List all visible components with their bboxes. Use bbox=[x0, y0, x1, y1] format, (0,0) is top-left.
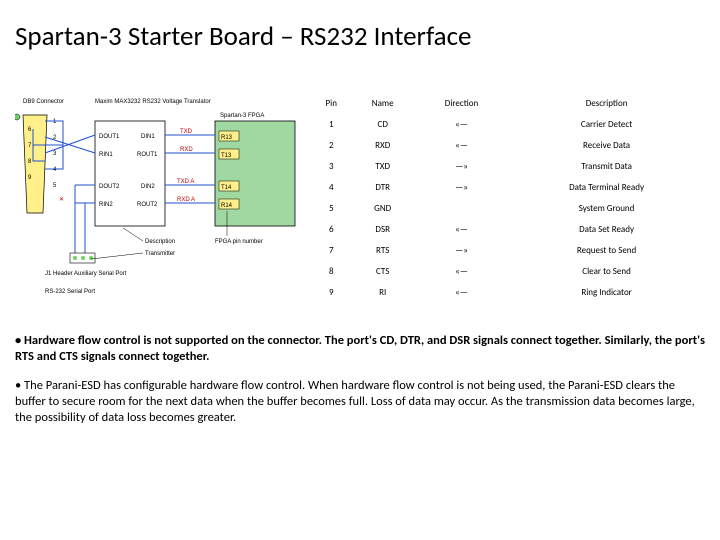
svg-text:ROUT1: ROUT1 bbox=[137, 152, 158, 158]
table-header-row: Pin Name Direction Description bbox=[312, 93, 705, 114]
table-cell: 9 bbox=[312, 282, 351, 303]
table-row: 4DTR—»Data Terminal Ready bbox=[312, 177, 705, 198]
table-cell: TXD bbox=[351, 156, 415, 177]
table-row: 5GND System Ground bbox=[312, 198, 705, 219]
table-cell: CD bbox=[351, 114, 415, 135]
j1d3 bbox=[89, 256, 93, 260]
x-mark: ✕ bbox=[59, 197, 64, 203]
table-cell: GND bbox=[351, 198, 415, 219]
col-nameh: Name bbox=[351, 93, 415, 114]
arr-trans bbox=[91, 253, 143, 259]
table-cell: «— bbox=[415, 114, 508, 135]
j1d2 bbox=[81, 256, 85, 260]
rxd-label: RXD bbox=[180, 147, 193, 153]
trans-ann: Transmitter bbox=[145, 251, 175, 257]
table-cell: Carrier Detect bbox=[508, 114, 705, 135]
table-cell: «— bbox=[415, 135, 508, 156]
table-row: 6DSR«—Data Set Ready bbox=[312, 219, 705, 240]
table-cell: —» bbox=[415, 177, 508, 198]
fpga-label: Spartan-3 FPGA bbox=[220, 113, 264, 119]
table-cell: «— bbox=[415, 261, 508, 282]
svg-text:RIN1: RIN1 bbox=[99, 152, 113, 158]
table-cell: Receive Data bbox=[508, 135, 705, 156]
notes-section: • Hardware flow control is not supported… bbox=[15, 333, 705, 425]
svg-text:R14: R14 bbox=[221, 203, 233, 209]
arr-desc bbox=[123, 228, 143, 241]
table-cell: Clear to Send bbox=[508, 261, 705, 282]
table-row: 2RXD«—Receive Data bbox=[312, 135, 705, 156]
col-dir: Direction bbox=[415, 93, 508, 114]
table-cell: 3 bbox=[312, 156, 351, 177]
table-cell: «— bbox=[415, 282, 508, 303]
db9-label: DB9 Connector bbox=[23, 99, 64, 105]
table-cell: 4 bbox=[312, 177, 351, 198]
table-cell: Transmit Data bbox=[508, 156, 705, 177]
note-1: • Hardware flow control is not supported… bbox=[15, 333, 705, 364]
table-cell: DTR bbox=[351, 177, 415, 198]
fpgapin-ann: FPGA pin number bbox=[215, 239, 263, 245]
table-row: 1CD«—Carrier Detect bbox=[312, 114, 705, 135]
mid-section: DB9 Connector 1 2 3 4 5 6 7 8 9 ✕ Maxim … bbox=[15, 93, 705, 303]
note-2: • The Parani-ESD has configurable hardwa… bbox=[15, 378, 705, 425]
table-cell: 2 bbox=[312, 135, 351, 156]
svg-text:T14: T14 bbox=[221, 185, 232, 191]
pin3: 3 bbox=[53, 151, 57, 157]
note-1-text: • Hardware flow control is not supported… bbox=[15, 333, 705, 364]
svg-text:ROUT2: ROUT2 bbox=[137, 202, 158, 208]
j1d1 bbox=[73, 256, 77, 260]
svg-text:DIN2: DIN2 bbox=[141, 184, 155, 190]
rs232-label: RS-232 Serial Port bbox=[45, 289, 95, 295]
table-cell: Data Set Ready bbox=[508, 219, 705, 240]
table-cell: 6 bbox=[312, 219, 351, 240]
page-title: Spartan-3 Starter Board – RS232 Interfac… bbox=[15, 20, 705, 53]
table-row: 9RI«—Ring Indicator bbox=[312, 282, 705, 303]
table-cell: 5 bbox=[312, 198, 351, 219]
table-row: 7RTS—»Request to Send bbox=[312, 240, 705, 261]
svg-text:RIN2: RIN2 bbox=[99, 202, 113, 208]
table-cell: —» bbox=[415, 156, 508, 177]
j1-label: J1 Header Auxiliary Serial Port bbox=[45, 271, 127, 277]
desc-ann: Description bbox=[145, 239, 175, 245]
pin1: 1 bbox=[53, 119, 57, 125]
table-row: 8CTS«—Clear to Send bbox=[312, 261, 705, 282]
txda-label: TXD A bbox=[177, 179, 194, 185]
table-cell: RXD bbox=[351, 135, 415, 156]
col-pin: Pin bbox=[312, 93, 351, 114]
table-cell: Request to Send bbox=[508, 240, 705, 261]
table-cell: RI bbox=[351, 282, 415, 303]
rs232-diagram: DB9 Connector 1 2 3 4 5 6 7 8 9 ✕ Maxim … bbox=[15, 93, 300, 303]
max232-label: Maxim MAX3232 RS232 Voltage Translator bbox=[95, 99, 211, 105]
table-cell: Data Terminal Ready bbox=[508, 177, 705, 198]
pin-table: Pin Name Direction Description 1CD«—Carr… bbox=[312, 93, 705, 303]
rxda-label: RXD A bbox=[177, 197, 195, 203]
table-cell: 8 bbox=[312, 261, 351, 282]
table-row: 3TXD—»Transmit Data bbox=[312, 156, 705, 177]
table-cell bbox=[415, 198, 508, 219]
table-cell: —» bbox=[415, 240, 508, 261]
table-cell: DSR bbox=[351, 219, 415, 240]
svg-text:DIN1: DIN1 bbox=[141, 134, 155, 140]
table-cell: 7 bbox=[312, 240, 351, 261]
svg-text:T13: T13 bbox=[221, 153, 232, 159]
db9-shape bbox=[23, 115, 47, 213]
table-cell: 1 bbox=[312, 114, 351, 135]
col-desc-h: Description bbox=[508, 93, 705, 114]
svg-text:DOUT2: DOUT2 bbox=[99, 184, 120, 190]
green-dot-top bbox=[15, 114, 20, 120]
svg-text:DOUT1: DOUT1 bbox=[99, 134, 120, 140]
table-cell: «— bbox=[415, 219, 508, 240]
svg-text:R13: R13 bbox=[221, 135, 233, 141]
table-cell: RTS bbox=[351, 240, 415, 261]
txd-label: TXD bbox=[180, 129, 193, 135]
table-cell: System Ground bbox=[508, 198, 705, 219]
pin4: 4 bbox=[53, 167, 57, 173]
pin5: 5 bbox=[53, 183, 57, 189]
table-cell: Ring Indicator bbox=[508, 282, 705, 303]
table-cell: CTS bbox=[351, 261, 415, 282]
